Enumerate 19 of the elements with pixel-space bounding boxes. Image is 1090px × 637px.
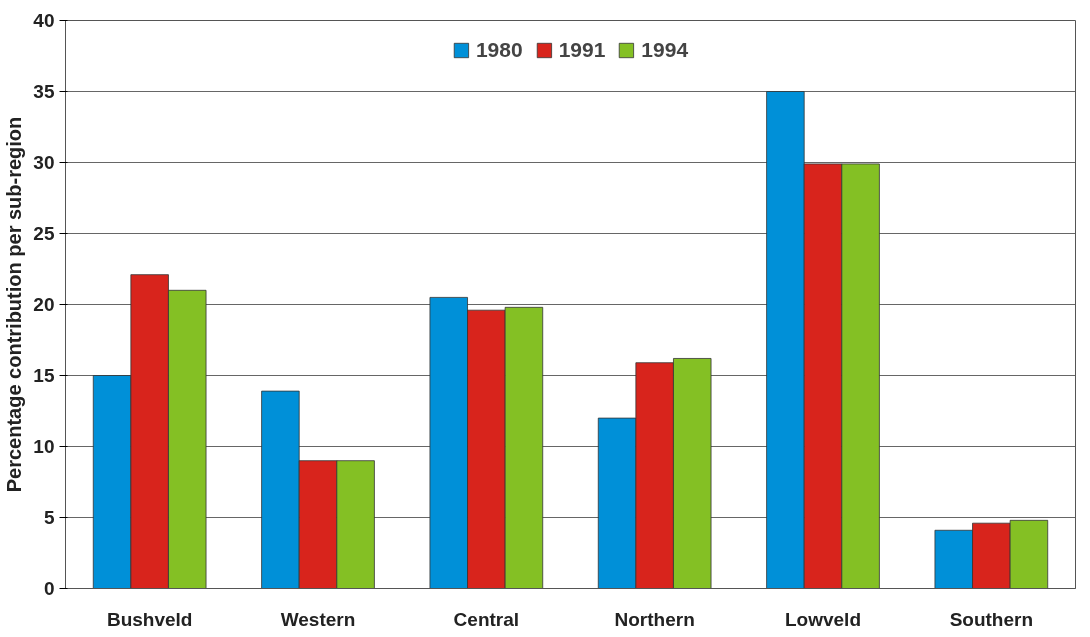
y-tick-label: 15 <box>33 365 55 386</box>
x-tick-label: Bushveld <box>106 608 193 630</box>
x-tick-label: Northern <box>614 608 695 630</box>
x-tick-label: Southern <box>949 608 1034 630</box>
y-tick-label: 5 <box>43 507 55 528</box>
y-tick-label: 25 <box>33 223 55 244</box>
x-tick-label: Central <box>453 608 520 630</box>
x-tick-label: Lowveld <box>785 608 862 630</box>
y-tick-label: 0 <box>43 578 55 599</box>
x-tick-label: Western <box>280 608 356 630</box>
y-tick-label: 10 <box>33 436 55 457</box>
y-tick-label: 30 <box>33 152 55 173</box>
legend-label: 1991 <box>558 38 606 62</box>
y-axis-title: Percentage contribution per sub-region <box>3 116 26 493</box>
y-tick-label: 40 <box>33 10 55 31</box>
y-tick-label: 35 <box>33 81 55 102</box>
legend-label: 1980 <box>475 38 523 62</box>
y-tick-label: 20 <box>33 294 55 315</box>
legend-label: 1994 <box>641 38 689 62</box>
